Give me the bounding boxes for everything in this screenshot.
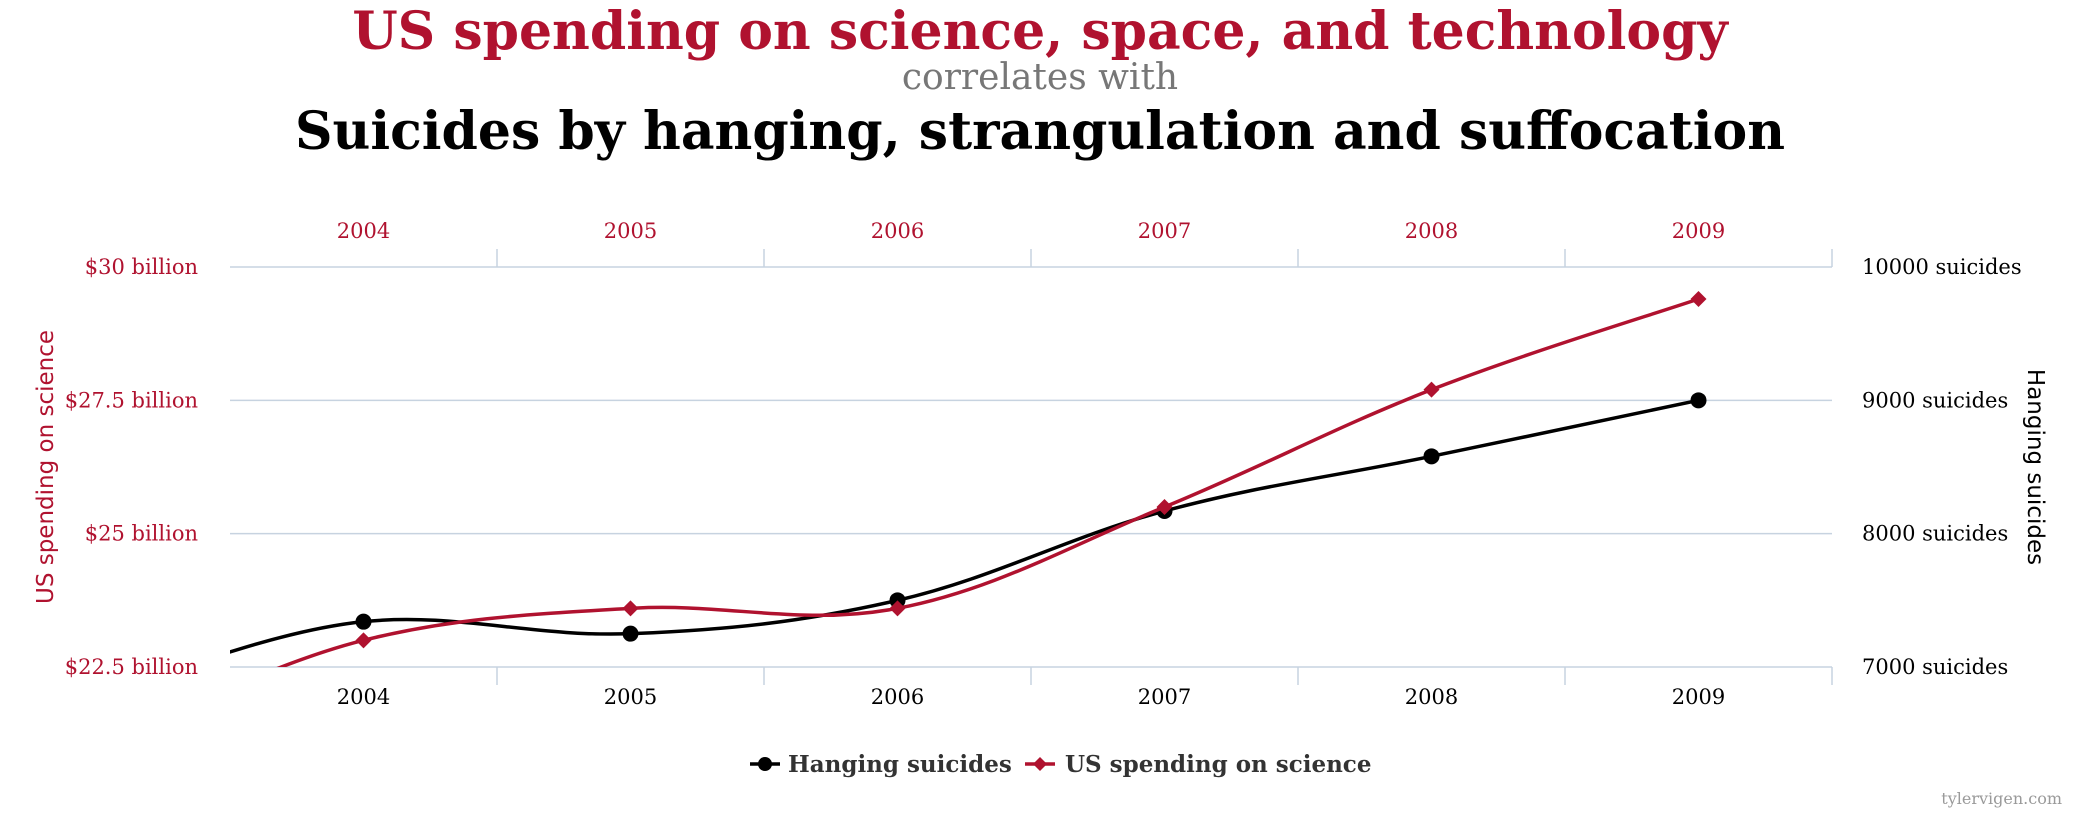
chart-title: US spending on science, space, and techn… — [352, 1, 1728, 62]
top-axis-year-label: 2008 — [1405, 219, 1458, 243]
top-axis-year-label: 2005 — [604, 219, 657, 243]
top-axis-year-label: 2006 — [871, 219, 924, 243]
left-axis-tick-label: $22.5 billion — [65, 655, 198, 679]
data-point-science — [1156, 499, 1173, 515]
gridlines — [230, 266, 1832, 668]
legend-science-marker — [1033, 757, 1047, 771]
right-axis-title: Hanging suicides — [2022, 369, 2048, 565]
data-point-hanging — [622, 625, 639, 642]
axes: $22.5 billion $25 billion $27.5 billion $30… — [33, 219, 2048, 709]
legend-science-label: US spending on science — [1065, 751, 1371, 778]
data-point-science — [1690, 291, 1707, 307]
right-axis-tick-label: 10000 suicides — [1862, 255, 2022, 279]
data-point-science — [1423, 381, 1440, 398]
bottom-axis-year-label: 2007 — [1138, 685, 1191, 709]
data-point-hanging — [1690, 392, 1707, 409]
legend-hanging-label: Hanging suicides — [788, 751, 1012, 778]
left-axis-tick-label: $25 billion — [85, 522, 198, 546]
right-axis-tick-label: 9000 suicides — [1862, 388, 2008, 412]
bottom-axis-year-label: 2006 — [871, 685, 924, 709]
bottom-axis-year-label: 2004 — [337, 685, 390, 709]
top-axis-year-label: 2009 — [1672, 219, 1725, 243]
bottom-axis-year-label: 2005 — [604, 685, 657, 709]
left-axis-tick-label: $30 billion — [85, 255, 198, 279]
top-axis-year-label: 2007 — [1138, 219, 1191, 243]
right-axis-tick-label: 7000 suicides — [1862, 655, 2008, 679]
series-line-science — [276, 297, 1700, 667]
right-axis-tick-label: 8000 suicides — [1862, 522, 2008, 546]
data-point-science — [889, 600, 906, 617]
legend-hanging-marker — [758, 757, 772, 771]
top-axis-year-label: 2004 — [337, 219, 390, 243]
data-point-science — [355, 632, 372, 649]
series — [230, 291, 1707, 667]
bottom-axis-year-label: 2008 — [1405, 685, 1458, 709]
data-point-hanging — [1423, 448, 1440, 465]
chart-connector: correlates with — [901, 57, 1179, 98]
data-point-science — [622, 600, 639, 617]
left-axis-tick-label: $27.5 billion — [65, 388, 198, 412]
bottom-axis-year-label: 2009 — [1672, 685, 1725, 709]
credit-text: tylervigen.com — [1941, 789, 2062, 808]
left-axis-title: US spending on science — [33, 330, 59, 604]
chart-subtitle: Suicides by hanging, strangulation and s… — [294, 101, 1786, 162]
data-point-hanging — [355, 613, 372, 630]
legend: Hanging suicides US spending on science — [750, 751, 1371, 778]
